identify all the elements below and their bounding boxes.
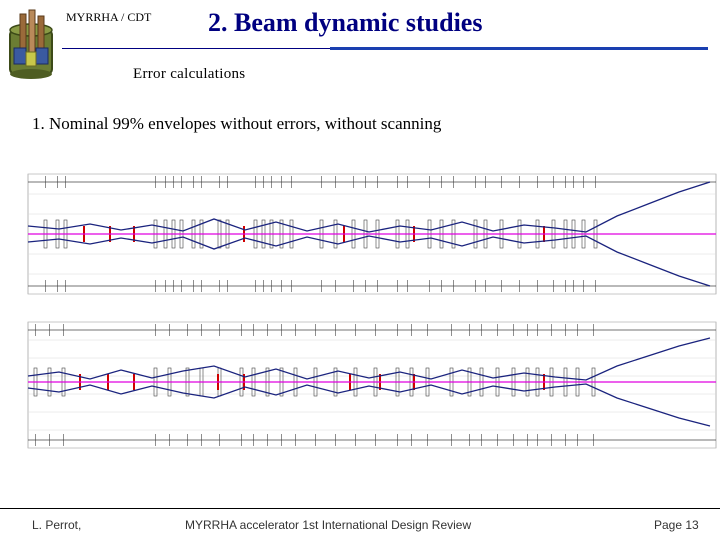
slide-title: 2. Beam dynamic studies [208,8,483,37]
title-underline-thin [62,48,362,49]
envelope-upper [27,181,711,233]
envelope-upper [27,337,711,381]
footer-divider [0,508,720,509]
envelope-lower [27,383,711,427]
vertical-envelope-graphic [27,321,717,449]
section-heading: 1. Nominal 99% envelopes without errors,… [32,114,442,133]
footer-page-number: Page 13 [654,518,699,532]
envelope-lower [27,235,711,287]
footer-event: MYRRHA accelerator 1st International Des… [185,518,472,532]
horizontal-envelope-plot [4,158,720,318]
footer-author: L. Perrot, [32,518,82,532]
horizontal-envelope-graphic [27,173,717,295]
slide-subtitle: Error calculations [133,66,246,82]
vertical-envelope-plot [4,318,720,468]
reactor-logo-icon [2,8,62,82]
organization-label: MYRRHA / CDT [66,10,152,24]
plot-frame [27,321,717,449]
title-underline [330,47,708,50]
